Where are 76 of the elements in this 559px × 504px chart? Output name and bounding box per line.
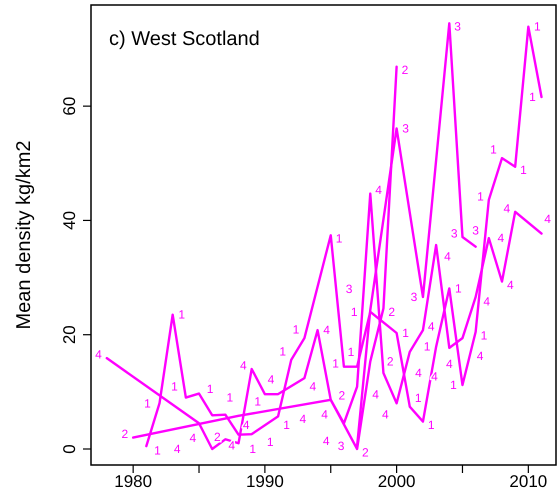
series-label: 4 xyxy=(242,418,250,432)
text: 1 xyxy=(178,308,186,322)
text: 4 xyxy=(446,356,453,371)
text: 1 xyxy=(428,418,435,432)
text: 1 xyxy=(226,390,234,405)
series-label: 2 xyxy=(362,445,370,460)
text: 1 xyxy=(529,90,536,104)
text: 4 xyxy=(95,348,102,362)
text: 4 xyxy=(310,380,316,394)
text: 4 xyxy=(190,431,196,446)
text: 1 xyxy=(171,379,178,394)
text: 1 xyxy=(154,444,161,458)
text: 4 xyxy=(174,442,181,456)
text: 3 xyxy=(410,290,418,304)
text: 4 xyxy=(415,366,422,380)
text: 2 xyxy=(121,427,128,442)
x-tick-label: 1990 xyxy=(246,472,284,491)
text: 1 xyxy=(266,434,274,449)
text: 4 xyxy=(268,372,274,386)
series-label: 1 xyxy=(336,232,343,246)
text: 2 xyxy=(338,388,346,402)
text: 1 xyxy=(348,344,354,359)
text: 1 xyxy=(480,328,488,342)
text: 2 xyxy=(214,430,221,444)
text: 4 xyxy=(382,408,389,422)
text: 3 xyxy=(472,224,479,238)
text: 1 xyxy=(283,418,290,432)
text: 4 xyxy=(299,412,306,426)
text: 1 xyxy=(254,394,262,408)
y-tick-label: 20 xyxy=(60,325,79,344)
text: 4 xyxy=(483,294,490,309)
text: 1 xyxy=(206,382,214,396)
text: 3 xyxy=(346,282,352,296)
text: 1 xyxy=(424,340,430,354)
text: 2 xyxy=(386,354,394,369)
y-tick-label: 60 xyxy=(60,96,79,116)
text: 4 xyxy=(240,358,247,373)
text: 1 xyxy=(454,281,462,296)
text: 4 xyxy=(544,212,551,226)
text: 4 xyxy=(497,231,504,246)
x-tick-label: 2010 xyxy=(509,472,548,491)
text: 4 xyxy=(444,249,451,264)
text: 3 xyxy=(402,121,409,136)
text: 4 xyxy=(375,183,382,198)
text: 1 xyxy=(249,442,256,456)
text: 4 xyxy=(476,348,484,363)
text: 2 xyxy=(388,304,396,319)
text: 1 xyxy=(477,189,484,204)
series-label: 3 xyxy=(454,20,462,34)
text: 1 xyxy=(450,378,457,392)
text: 1 xyxy=(414,391,422,406)
y-axis-title: Mean density kg/km2 xyxy=(13,140,35,330)
text: 4 xyxy=(321,408,328,422)
text: c) West Scotland xyxy=(109,28,260,50)
x-tick-label: 1980 xyxy=(114,472,152,491)
text: 1 xyxy=(402,326,409,340)
text: 4 xyxy=(322,434,330,448)
text: 1 xyxy=(534,20,541,34)
text: 3 xyxy=(450,226,458,241)
text: 1 xyxy=(350,304,358,319)
text: 4 xyxy=(506,278,514,292)
y-tick-label: 40 xyxy=(60,210,79,230)
text: 4 xyxy=(428,320,435,334)
text: 1 xyxy=(332,356,339,370)
text: 1 xyxy=(279,344,286,358)
text: 4 xyxy=(372,387,379,402)
text: 3 xyxy=(338,439,344,454)
x-tick-label: 2000 xyxy=(378,472,416,491)
text: 4 xyxy=(504,201,510,216)
text: 1 xyxy=(490,142,497,157)
text: 1 xyxy=(292,322,300,337)
text: 1 xyxy=(144,396,151,410)
text: 2 xyxy=(402,63,408,78)
y-tick-label: 0 xyxy=(60,444,79,454)
text: 1 xyxy=(520,163,527,178)
text: 4 xyxy=(323,323,330,338)
